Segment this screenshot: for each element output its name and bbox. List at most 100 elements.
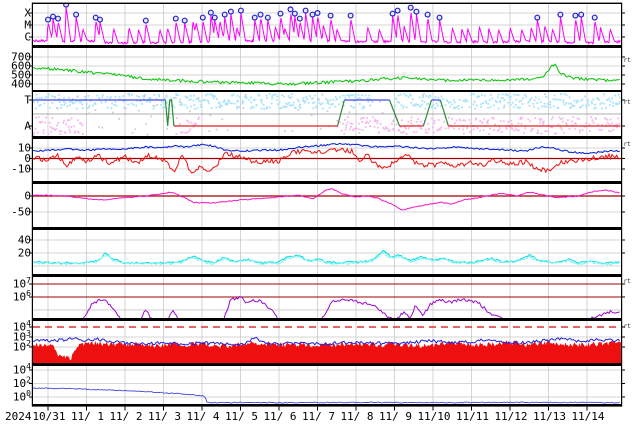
scatter-dot: [49, 126, 52, 128]
scatter-dot: [492, 117, 495, 120]
series-decay-line: [33, 387, 620, 404]
scatter-dot: [491, 116, 494, 119]
scatter-dot: [369, 120, 371, 123]
scatter-dot: [513, 129, 516, 132]
flare-marker: [221, 11, 228, 18]
scatter-dot: [597, 97, 599, 100]
scatter-dot: [266, 106, 268, 108]
scatter-dot: [401, 131, 404, 134]
scatter-dot: [67, 125, 70, 128]
scatter-dot: [289, 104, 291, 107]
scatter-dot: [137, 109, 140, 112]
scatter-dot: [438, 100, 440, 102]
scatter-dot: [207, 102, 210, 105]
scatter-dot: [551, 126, 554, 129]
scatter-dot: [401, 107, 404, 110]
axis-label: A: [24, 119, 31, 132]
scatter-dot: [71, 98, 74, 100]
scatter-dot: [579, 99, 582, 102]
scatter-dot: [468, 119, 471, 121]
flare-marker: [199, 14, 206, 21]
scatter-dot: [128, 93, 130, 95]
scatter-dot: [186, 96, 189, 99]
scatter-dot: [334, 105, 337, 108]
scatter-dot: [180, 131, 182, 134]
scatter-dot: [571, 120, 573, 123]
scatter-dot: [559, 126, 562, 129]
scatter-dot: [212, 94, 215, 97]
scatter-dot: [597, 123, 600, 126]
scatter-dot: [543, 120, 545, 123]
scatter-dot: [123, 106, 125, 109]
scatter-dot: [78, 131, 80, 134]
scatter-dot: [214, 95, 216, 98]
scatter-dot: [179, 123, 181, 125]
scatter-dot: [574, 123, 577, 125]
scatter-dot: [288, 101, 291, 104]
panel-dst-index: [33, 184, 621, 227]
scatter-dot: [227, 99, 230, 102]
axis-label: 0: [24, 189, 31, 202]
scatter-dot: [605, 107, 607, 109]
scatter-dot: [473, 100, 476, 103]
panel-separator: [32, 181, 622, 184]
scatter-dot: [104, 101, 107, 103]
scatter-dot: [388, 129, 391, 132]
scatter-dot: [608, 123, 611, 126]
scatter-dot: [485, 101, 488, 104]
scatter-dot: [283, 95, 285, 98]
flare-marker: [54, 15, 61, 22]
scatter-dot: [462, 128, 465, 131]
scatter-dot: [589, 130, 591, 132]
scatter-dot: [239, 96, 241, 98]
scatter-dot: [576, 99, 578, 102]
scatter-dot: [186, 131, 189, 134]
scatter-dot: [218, 105, 221, 108]
scatter-dot: [431, 106, 433, 109]
scatter-dot: [336, 119, 339, 122]
scatter-dot: [578, 106, 581, 109]
flare-marker: [302, 7, 309, 14]
scatter-dot: [585, 122, 588, 124]
axis-label: 11/12: [494, 410, 527, 423]
scatter-dot: [384, 126, 387, 128]
flare-marker: [314, 10, 321, 17]
scatter-dot: [87, 95, 90, 97]
scatter-dot: [155, 98, 158, 100]
scatter-dot: [236, 100, 239, 103]
scatter-dot: [257, 93, 260, 96]
scatter-dot: [507, 121, 510, 123]
scatter-dot: [88, 112, 91, 115]
scatter-dot: [607, 121, 609, 124]
scatter-dot: [223, 100, 226, 103]
scatter-dot: [520, 123, 523, 125]
scatter-dot: [310, 97, 313, 100]
scatter-dot: [360, 117, 362, 120]
scatter-dot: [590, 116, 593, 118]
scatter-dot: [251, 105, 253, 108]
scatter-dot: [165, 95, 168, 98]
scatter-dot: [587, 104, 590, 107]
scatter-dot: [500, 97, 502, 100]
scatter-dot: [341, 94, 344, 97]
scatter-dot: [51, 117, 54, 119]
scatter-dot: [290, 104, 292, 107]
scatter-dot: [504, 94, 507, 96]
scatter-dot: [447, 116, 450, 119]
scatter-dot: [410, 101, 412, 104]
scatter-dot: [439, 129, 441, 131]
scatter-dot: [511, 101, 514, 104]
scatter-dot: [219, 103, 222, 106]
scatter-dot: [522, 97, 525, 99]
scatter-dot: [542, 121, 544, 123]
scatter-dot: [260, 101, 263, 104]
panel-separator: [32, 45, 622, 48]
scatter-dot: [284, 130, 286, 132]
scatter-dot: [180, 102, 183, 105]
scatter-dot: [610, 130, 613, 133]
scatter-dot: [68, 119, 71, 121]
scatter-dot: [361, 129, 364, 131]
scatter-dot: [540, 118, 543, 121]
scatter-dot: [377, 126, 379, 129]
scatter-dot: [252, 106, 255, 109]
